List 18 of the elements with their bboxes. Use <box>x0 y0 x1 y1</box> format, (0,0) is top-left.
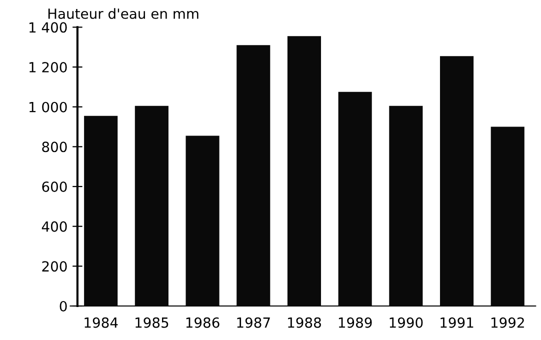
y-tick-label: 1 200 <box>29 62 67 73</box>
y-tick-label: 600 <box>42 181 67 192</box>
x-tick-label: 1991 <box>440 317 474 328</box>
y-tick-label: 200 <box>42 261 67 272</box>
y-tick-label: 0 <box>60 300 67 312</box>
x-tick-label: 1988 <box>288 317 321 328</box>
x-tick-label: 1985 <box>136 317 168 328</box>
x-tick-label: 1990 <box>390 317 423 328</box>
x-tick-label: 1984 <box>84 317 118 328</box>
x-tick-label: 1989 <box>338 317 372 328</box>
y-axis-title: Hauteur d'eau en mm <box>48 8 198 19</box>
y-tick-label: 800 <box>42 142 67 152</box>
y-tick-label: 1 000 <box>29 102 67 112</box>
x-tick-label: 1986 <box>186 317 220 328</box>
y-tick-label: 1 400 <box>29 22 67 33</box>
y-tick-label: 400 <box>42 221 67 232</box>
x-tick-label: 1987 <box>237 317 270 328</box>
x-tick-label: 1992 <box>491 317 524 328</box>
